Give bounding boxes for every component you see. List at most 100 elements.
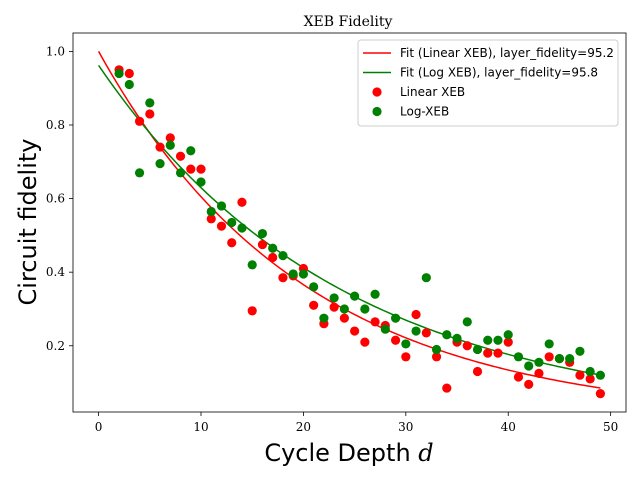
point-log-xeb xyxy=(401,339,411,349)
point-log-xeb xyxy=(595,370,606,380)
point-linear-xeb xyxy=(575,370,585,380)
point-log-xeb xyxy=(237,223,247,233)
point-linear-xeb xyxy=(247,306,257,316)
x-tick-label: 40 xyxy=(501,420,516,434)
point-log-xeb xyxy=(350,291,360,301)
point-linear-xeb xyxy=(278,273,288,283)
point-log-xeb xyxy=(554,354,565,364)
y-tick-label: 0.6 xyxy=(46,192,65,206)
point-log-xeb xyxy=(134,168,145,178)
legend-swatch-linear-xeb xyxy=(372,87,382,97)
point-linear-xeb xyxy=(206,214,216,224)
legend-box xyxy=(357,39,619,127)
point-log-xeb xyxy=(339,304,349,314)
point-log-xeb xyxy=(268,243,278,253)
plot-marks xyxy=(97,51,606,399)
point-log-xeb xyxy=(524,361,534,371)
point-log-xeb xyxy=(431,344,442,355)
point-linear-xeb xyxy=(134,116,145,126)
x-axis-label-text: Cycle Depth xyxy=(264,439,418,467)
axis-ticks: 0 10 20 30 40 50 0.2 0.4 0.6 0.8 1.0 xyxy=(46,44,618,434)
point-linear-xeb xyxy=(493,348,503,358)
point-linear-xeb xyxy=(216,221,227,231)
point-linear-xeb xyxy=(524,379,534,389)
point-linear-xeb xyxy=(155,142,165,152)
point-log-xeb xyxy=(247,260,257,270)
point-linear-xeb xyxy=(196,164,206,174)
point-linear-xeb xyxy=(268,252,278,263)
x-tick-label: 0 xyxy=(95,420,103,434)
point-linear-xeb xyxy=(237,197,247,207)
point-log-xeb xyxy=(145,98,155,108)
point-linear-xeb xyxy=(257,239,268,250)
point-log-xeb xyxy=(165,140,175,150)
point-linear-xeb xyxy=(145,109,155,119)
point-log-xeb xyxy=(175,168,186,178)
x-axis-label-variable: d xyxy=(418,439,433,467)
point-log-xeb xyxy=(227,217,237,228)
y-tick-label: 0.4 xyxy=(46,265,65,279)
point-linear-xeb xyxy=(350,326,360,336)
x-tick-label: 10 xyxy=(193,420,208,434)
point-log-xeb xyxy=(585,366,595,377)
chart-title: XEB Fidelity xyxy=(304,14,393,30)
point-linear-xeb xyxy=(442,383,452,393)
legend-label-fit-linear-xeb: Fit (Linear XEB), layer_fidelity=95.2 xyxy=(400,46,614,60)
point-log-xeb xyxy=(319,313,329,323)
point-linear-xeb xyxy=(165,133,175,143)
point-log-xeb xyxy=(206,206,216,217)
point-log-xeb xyxy=(411,326,421,336)
point-log-xeb xyxy=(278,251,288,261)
point-log-xeb xyxy=(462,317,472,327)
point-log-xeb xyxy=(155,159,165,169)
y-tick-label: 0.2 xyxy=(46,339,65,353)
point-linear-xeb xyxy=(431,352,442,362)
legend-label-log-xeb: Log-XEB xyxy=(400,105,449,119)
point-linear-xeb xyxy=(370,317,380,327)
y-axis-label: Circuit fidelity xyxy=(14,139,42,306)
point-linear-xeb xyxy=(462,341,472,351)
point-log-xeb xyxy=(565,354,575,364)
point-linear-xeb xyxy=(544,352,554,362)
point-linear-xeb xyxy=(534,368,544,378)
x-tick-label: 30 xyxy=(398,420,413,434)
y-tick-label: 0.8 xyxy=(46,118,65,132)
point-linear-xeb xyxy=(360,337,370,347)
legend-label-fit-log-xeb: Fit (Log XEB), layer_fidelity=95.8 xyxy=(400,66,598,80)
x-tick-label: 20 xyxy=(296,420,311,434)
legend: Fit (Linear XEB), layer_fidelity=95.2 Fit… xyxy=(357,39,619,127)
point-log-xeb xyxy=(421,273,431,283)
point-log-xeb xyxy=(360,304,370,314)
point-log-xeb xyxy=(196,177,206,187)
point-linear-xeb xyxy=(421,328,431,338)
x-axis-label: Cycle Depth d xyxy=(264,439,433,467)
point-log-xeb xyxy=(575,346,585,356)
legend-label-linear-xeb: Linear XEB xyxy=(400,85,465,99)
point-linear-xeb xyxy=(513,372,524,382)
point-linear-xeb xyxy=(595,389,606,399)
point-log-xeb xyxy=(216,201,227,211)
x-tick-label: 50 xyxy=(603,420,618,434)
point-log-xeb xyxy=(513,352,524,362)
point-log-xeb xyxy=(257,228,268,239)
plot-frame xyxy=(72,32,627,413)
point-linear-xeb xyxy=(483,348,493,358)
point-log-xeb xyxy=(544,339,554,349)
point-linear-xeb xyxy=(186,164,196,174)
point-log-xeb xyxy=(288,269,298,279)
point-log-xeb xyxy=(370,289,380,299)
legend-swatch-log-xeb xyxy=(372,106,382,117)
point-log-xeb xyxy=(534,357,544,367)
point-linear-xeb xyxy=(411,309,421,320)
point-linear-xeb xyxy=(175,151,186,161)
point-log-xeb xyxy=(442,330,452,340)
point-linear-xeb xyxy=(309,300,319,310)
point-log-xeb xyxy=(114,68,124,79)
point-linear-xeb xyxy=(339,313,349,323)
point-linear-xeb xyxy=(124,68,134,79)
y-tick-label: 1.0 xyxy=(46,44,65,58)
point-linear-xeb xyxy=(472,366,483,377)
point-log-xeb xyxy=(503,330,513,340)
point-log-xeb xyxy=(124,79,134,90)
point-log-xeb xyxy=(380,324,390,334)
